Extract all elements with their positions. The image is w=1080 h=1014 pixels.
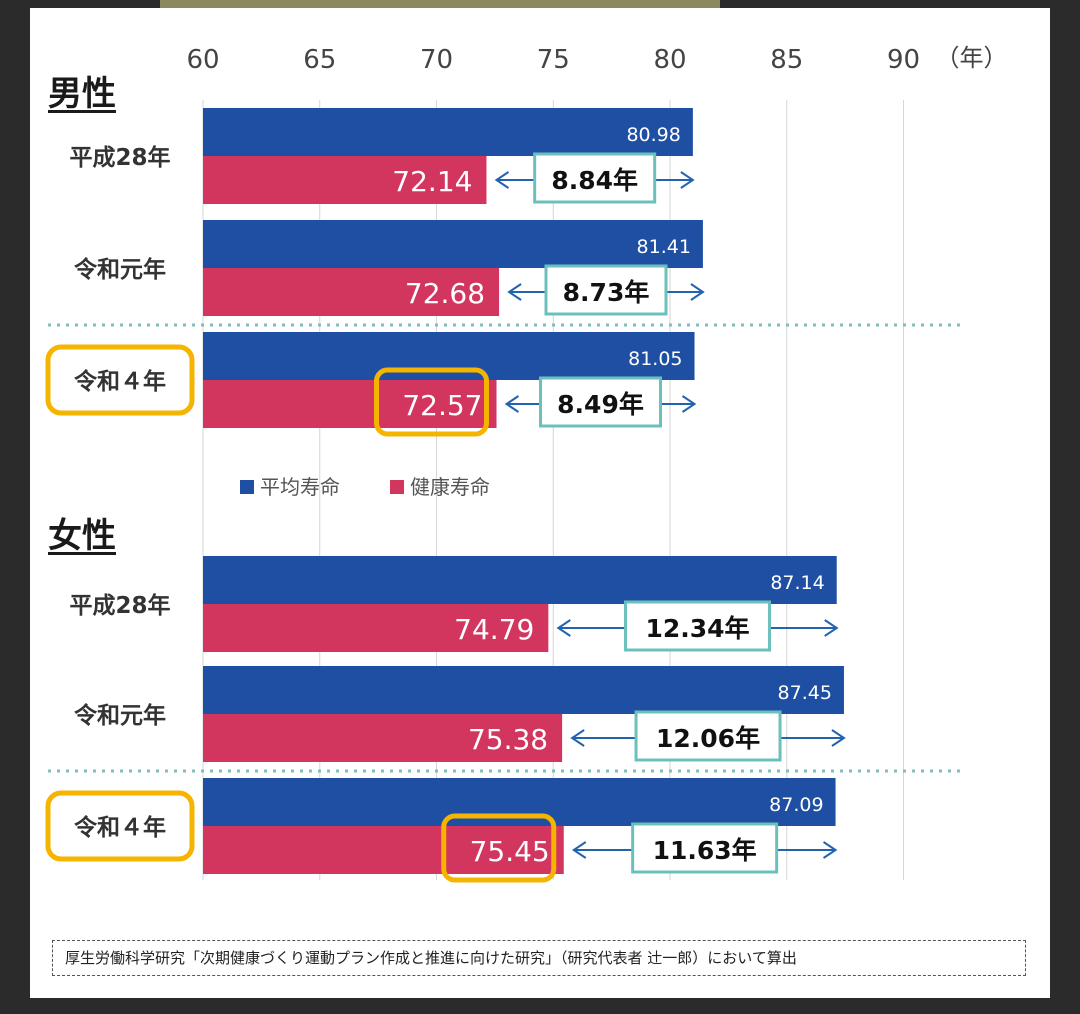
bar-average — [203, 666, 844, 714]
gap-arrow-right-head — [680, 171, 695, 189]
highlight-frame-label — [45, 790, 195, 862]
male-section-title: 男性 — [48, 74, 116, 114]
bar-average — [203, 220, 703, 268]
highlight-frame-value — [374, 367, 490, 437]
bar-average-value: 81.05 — [628, 348, 682, 370]
gap-arrow-right-head — [824, 619, 839, 637]
group-label: 平成28年 — [69, 592, 170, 619]
bar-healthy — [203, 714, 563, 762]
background-peek — [160, 0, 720, 8]
gap-arrow-right-head — [831, 729, 846, 747]
gap-box — [544, 264, 668, 316]
bar-healthy-value: 72.14 — [392, 165, 472, 198]
gap-box — [533, 152, 657, 204]
x-unit-label: （年） — [936, 44, 1008, 72]
gap-value: 12.06年 — [656, 724, 760, 753]
group-label: 令和４年 — [74, 368, 166, 395]
gap-arrow-left-head — [507, 283, 522, 301]
group-label: 令和元年 — [74, 256, 166, 283]
source-footnote: 厚生労働科学研究「次期健康づくり運動プラン作成と推進に向けた研究」（研究代表者 … — [52, 940, 1026, 976]
bar-healthy-value: 74.79 — [454, 613, 534, 646]
highlight-frame-value — [441, 813, 557, 883]
gap-box — [539, 376, 663, 428]
bar-average — [203, 556, 837, 604]
x-tick-label: 65 — [303, 45, 336, 75]
gap-value: 8.84年 — [551, 166, 638, 195]
group-label: 平成28年 — [69, 144, 170, 171]
bar-average — [203, 108, 693, 156]
legend-label-avg: 平均寿命 — [260, 475, 340, 499]
legend-swatch-healthy — [390, 480, 404, 494]
gap-arrow-left-head — [571, 841, 587, 859]
bar-healthy-value: 75.38 — [468, 723, 548, 756]
gap-arrow-left-head — [494, 171, 510, 189]
group-label: 令和４年 — [74, 814, 166, 841]
chart-panel: 男性 女性 60 65 70 75 80 85 90 （年） 平均寿命 健康寿命 平成28年 80.9… — [30, 8, 1050, 998]
legend-label-healthy: 健康寿命 — [410, 475, 490, 499]
gap-box — [624, 600, 772, 652]
gap-value: 11.63年 — [653, 836, 757, 865]
bar-healthy-value: 72.57 — [402, 389, 482, 422]
gap-box — [631, 822, 779, 874]
group-label: 令和元年 — [74, 702, 166, 729]
gap-value: 12.34年 — [645, 614, 749, 643]
bar-average — [203, 332, 695, 380]
bar-healthy-value: 72.68 — [405, 277, 485, 310]
life-expectancy-chart: 60 65 70 75 80 85 90 （年）平均寿命 健康寿命平成28年80.9872.14… — [45, 44, 1008, 883]
gap-arrow-right-head — [681, 395, 697, 413]
gap-box — [634, 710, 782, 762]
bar-healthy — [203, 604, 549, 652]
female-section-title: 女性 — [48, 516, 116, 556]
bar-average-value: 87.45 — [778, 682, 832, 704]
x-tick-label: 70 — [420, 45, 453, 75]
bar-healthy — [203, 268, 500, 316]
gap-arrow-right-head — [822, 841, 838, 859]
bar-average — [203, 778, 836, 826]
bar-healthy — [203, 380, 497, 428]
bar-healthy — [203, 156, 487, 204]
bar-average-value: 87.14 — [770, 572, 824, 594]
bar-healthy-value: 75.45 — [470, 835, 550, 868]
bar-average-value: 87.09 — [769, 794, 823, 816]
highlight-frame-label — [45, 344, 195, 416]
x-tick-label: 60 — [186, 45, 219, 75]
bar-healthy — [203, 826, 564, 874]
legend-swatch-avg — [240, 480, 254, 494]
x-tick-label: 75 — [537, 45, 570, 75]
gap-arrow-left-head — [570, 729, 585, 747]
gap-value: 8.49年 — [557, 390, 644, 419]
x-tick-label: 80 — [653, 45, 686, 75]
gap-arrow-left-head — [504, 395, 520, 413]
x-tick-label: 85 — [770, 45, 803, 75]
gap-value: 8.73年 — [563, 278, 650, 307]
x-tick-label: 90 — [887, 45, 920, 75]
gap-arrow-left-head — [556, 619, 571, 637]
bar-average-value: 80.98 — [626, 124, 680, 146]
gap-arrow-right-head — [690, 283, 705, 301]
bar-average-value: 81.41 — [637, 236, 691, 258]
